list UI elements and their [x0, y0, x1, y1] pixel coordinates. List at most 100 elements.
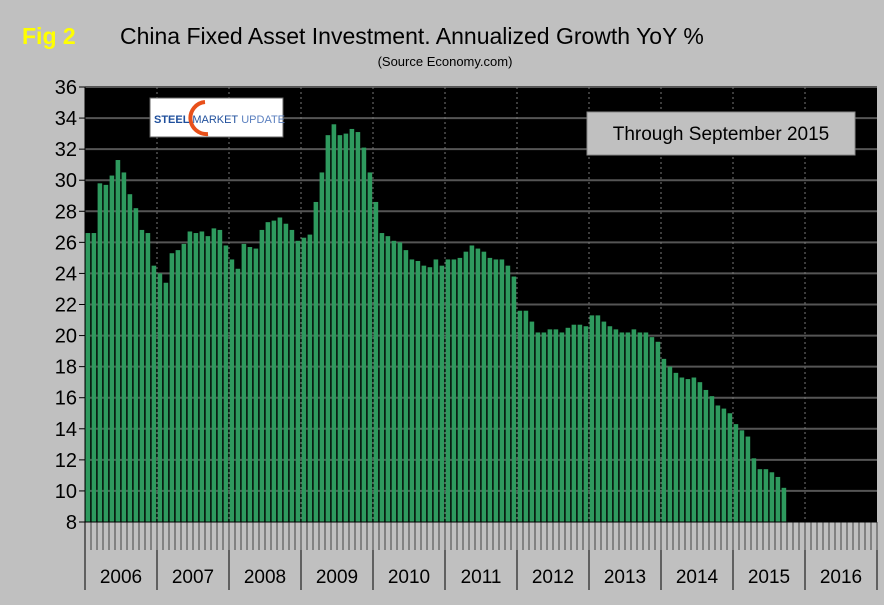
bar — [145, 233, 151, 523]
bar — [259, 229, 265, 522]
bar — [103, 184, 109, 522]
bar — [715, 405, 721, 522]
bar — [775, 476, 781, 522]
y-tick-label: 26 — [55, 232, 77, 254]
bar — [523, 310, 529, 522]
x-tick-label: 2013 — [604, 567, 646, 588]
bar — [163, 282, 169, 522]
bar — [553, 329, 559, 522]
bar — [283, 223, 289, 522]
y-tick-label: 10 — [55, 481, 77, 503]
y-tick-label: 24 — [55, 263, 77, 285]
bar — [541, 332, 547, 522]
annotation-box — [586, 111, 856, 156]
bar — [139, 229, 145, 522]
bar — [361, 147, 367, 522]
bar — [169, 253, 175, 522]
bar — [577, 324, 583, 522]
bar — [643, 332, 649, 522]
bar — [181, 243, 187, 523]
bar — [667, 366, 673, 522]
bar — [589, 315, 595, 522]
bar — [457, 257, 463, 522]
bar — [295, 240, 301, 522]
bar — [535, 332, 541, 522]
x-tick-label: 2012 — [532, 567, 574, 588]
y-tick-label: 36 — [55, 77, 77, 99]
x-tick-label: 2016 — [820, 567, 862, 588]
bar — [403, 250, 409, 522]
bar — [439, 265, 445, 522]
fig-label: Fig 2 — [22, 23, 76, 49]
bar — [319, 172, 325, 523]
bar — [289, 229, 295, 522]
bar — [301, 237, 307, 523]
bar — [211, 228, 217, 522]
bar — [697, 382, 703, 522]
bar — [391, 240, 397, 522]
bar — [415, 261, 421, 522]
y-tick-label: 8 — [66, 512, 77, 534]
x-tick-label: 2015 — [748, 567, 790, 588]
bar — [481, 251, 487, 522]
bar — [679, 377, 685, 522]
bar — [559, 332, 565, 522]
x-tick-label: 2007 — [172, 567, 214, 588]
bar — [409, 259, 415, 522]
bar — [217, 229, 223, 522]
bars — [85, 124, 787, 523]
bar — [397, 242, 403, 522]
bar — [205, 236, 211, 522]
bar — [625, 332, 631, 522]
bar — [619, 332, 625, 522]
bar — [607, 326, 613, 522]
bar — [661, 358, 667, 522]
gridlines — [85, 86, 877, 492]
bar — [427, 267, 433, 522]
bar — [769, 472, 775, 522]
x-axis: 2006 2007 2008 2009 2010 2011 2012 2013 2014 2015… — [84, 87, 878, 590]
bar — [187, 231, 193, 522]
bar — [121, 172, 127, 523]
bar — [451, 259, 457, 522]
bar — [469, 245, 475, 522]
chart-subtitle: (Source Economy.com) — [378, 54, 513, 69]
bar — [85, 233, 91, 523]
bar — [709, 396, 715, 522]
y-tick-label: 14 — [55, 419, 77, 441]
bar — [463, 251, 469, 522]
bar — [421, 265, 427, 522]
bar — [505, 265, 511, 522]
logo: STEEL MARKET UPDATE — [149, 97, 285, 138]
bar — [277, 217, 283, 522]
bar — [331, 124, 337, 523]
bar — [721, 408, 727, 522]
bar — [379, 233, 385, 523]
y-tick-label: 28 — [55, 201, 77, 223]
bar — [229, 259, 235, 522]
bar — [583, 326, 589, 522]
bar — [241, 243, 247, 523]
bar — [325, 135, 331, 523]
bar — [757, 469, 763, 522]
bar — [649, 337, 655, 522]
bar — [343, 133, 349, 522]
bar — [601, 321, 607, 522]
x-tick-label: 2008 — [244, 567, 286, 588]
bar — [745, 436, 751, 522]
bar — [637, 332, 643, 522]
x-tick-label: 2006 — [100, 567, 142, 588]
y-tick-label: 20 — [55, 326, 77, 348]
y-tick-label: 30 — [55, 170, 77, 192]
bar — [703, 389, 709, 522]
bar — [355, 132, 361, 522]
svg-text:STEEL MARKET UPDATE: STEEL MARKET UPDATE — [154, 114, 285, 126]
y-tick-label: 18 — [55, 357, 77, 379]
bar — [655, 341, 661, 522]
bar — [763, 469, 769, 522]
bar — [631, 329, 637, 522]
y-tick-label: 32 — [55, 139, 77, 161]
bar — [733, 424, 739, 522]
x-tick-label: 2011 — [461, 567, 502, 588]
bar — [373, 201, 379, 522]
